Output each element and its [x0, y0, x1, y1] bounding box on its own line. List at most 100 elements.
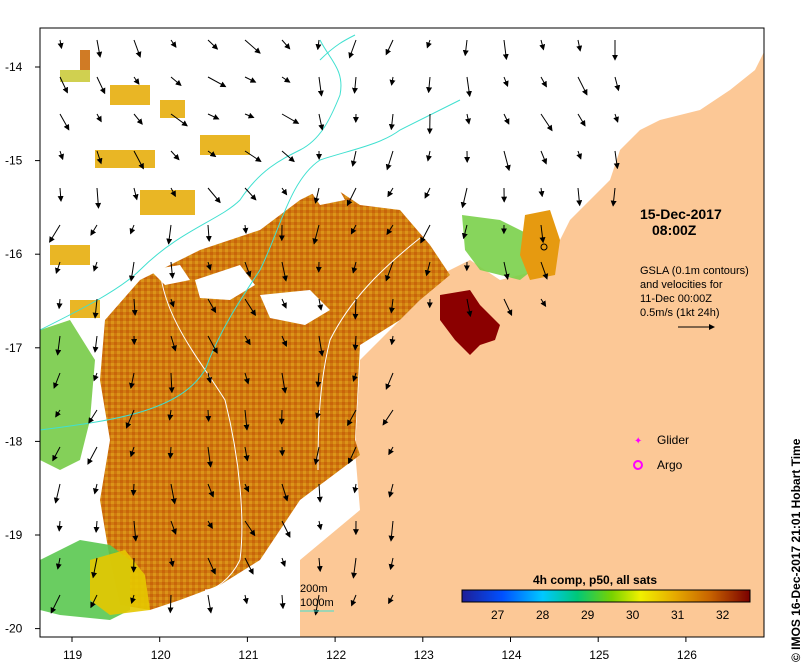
- info-line-1: and velocities for: [640, 279, 723, 291]
- velocity-arrow: [170, 76, 182, 87]
- bathymetry-contours: [40, 34, 461, 431]
- land-mass: [300, 52, 764, 637]
- timestamp-date: 15-Dec-2017: [640, 206, 722, 222]
- velocity-arrow: [388, 520, 395, 542]
- contour-1000-label: 1000m: [300, 597, 334, 609]
- velocity-arrow: [167, 594, 174, 614]
- velocity-arrow: [465, 113, 471, 125]
- velocity-arrow: [539, 39, 546, 51]
- velocity-arrow: [388, 557, 395, 571]
- velocity-arrow: [206, 261, 212, 271]
- velocity-arrow: [96, 39, 103, 58]
- velocity-arrow: [350, 224, 357, 235]
- velocity-arrow: [170, 520, 177, 535]
- colorbar-title: 4h comp, p50, all sats: [533, 573, 657, 587]
- velocity-arrow: [55, 261, 61, 275]
- velocity-arrow: [347, 409, 357, 427]
- lon-tick-label: 121: [238, 648, 258, 662]
- velocity-arrow: [59, 76, 68, 94]
- velocity-arrow: [168, 372, 175, 394]
- info-line-0: GSLA (0.1m contours): [640, 265, 749, 277]
- velocity-arrow: [388, 446, 394, 456]
- velocity-arrow: [281, 187, 288, 196]
- velocity-arrow: [613, 113, 619, 123]
- velocity-arrow: [167, 409, 174, 421]
- plot-frame: [39, 27, 765, 638]
- velocity-arrow: [207, 483, 215, 498]
- lat-tick-label: -20: [5, 622, 23, 636]
- velocity-arrow: [316, 483, 323, 503]
- velocity-arrow: [88, 409, 98, 424]
- velocity-arrow: [170, 483, 177, 505]
- velocity-arrow: [420, 224, 431, 244]
- velocity-arrow: [207, 39, 219, 50]
- velocity-arrow: [244, 39, 261, 54]
- velocity-arrow: [539, 224, 546, 244]
- velocity-arrow: [244, 520, 256, 537]
- velocity-arrow: [315, 409, 321, 419]
- lon-tick-label: 126: [677, 648, 697, 662]
- velocity-arrow: [576, 39, 583, 52]
- velocity-arrow: [52, 446, 61, 462]
- velocity-arrow: [59, 113, 70, 131]
- velocity-arrow: [95, 187, 102, 209]
- velocity-arrow: [279, 594, 286, 610]
- velocity-arrow: [385, 372, 394, 390]
- velocity-arrow: [281, 335, 288, 348]
- velocity-arrow: [281, 520, 291, 538]
- velocity-arrow: [351, 76, 358, 94]
- velocity-arrow: [461, 224, 468, 240]
- lat-tick-label: -19: [5, 528, 23, 542]
- velocity-arrow: [56, 298, 63, 310]
- velocity-arrow: [207, 520, 213, 529]
- velocity-arrow: [352, 298, 359, 320]
- velocity-arrow: [281, 39, 291, 50]
- velocity-arrow: [316, 557, 323, 573]
- velocity-arrow: [243, 483, 250, 493]
- velocity-arrow: [466, 298, 473, 318]
- velocity-arrow: [96, 113, 102, 123]
- velocity-arrow: [312, 224, 320, 245]
- velocity-arrow: [540, 261, 549, 280]
- sst-hot-bay: [440, 290, 500, 355]
- velocity-arrow: [57, 39, 64, 50]
- velocity-arrow: [576, 150, 582, 160]
- velocity-arrow: [382, 409, 394, 426]
- velocity-arrow: [318, 335, 325, 357]
- velocity-arrow: [168, 557, 175, 568]
- velocity-arrow: [133, 113, 143, 125]
- velocity-arrow: [91, 557, 98, 579]
- velocity-arrow: [133, 39, 142, 58]
- velocity-arrow: [613, 150, 620, 170]
- velocity-arrow: [207, 557, 216, 575]
- velocity-arrow: [315, 39, 322, 51]
- velocity-arrow: [540, 76, 547, 88]
- velocity-arrow: [130, 483, 137, 496]
- argo-label: Argo: [657, 458, 683, 472]
- velocity-arrow: [351, 261, 358, 274]
- velocity-arrow: [206, 372, 213, 384]
- velocity-arrow: [55, 409, 61, 418]
- lat-tick-label: -17: [5, 341, 23, 355]
- colorbar-ticks: 27 28 29 30 31 32: [491, 608, 730, 622]
- velocity-arrow: [351, 557, 358, 579]
- velocity-arrow: [206, 446, 213, 468]
- velocity-arrow: [90, 594, 98, 609]
- velocity-arrow: [207, 113, 220, 120]
- velocity-arrow: [350, 150, 357, 167]
- latitude-axis: -14 -15 -16 -17 -18 -19 -20: [5, 60, 40, 636]
- velocity-arrow: [313, 446, 320, 465]
- velocity-arrow: [350, 594, 357, 607]
- velocity-arrow: [87, 446, 98, 465]
- colorbar-tick-label: 31: [671, 608, 685, 622]
- velocity-arrow: [96, 76, 106, 95]
- velocity-arrow: [57, 187, 64, 202]
- velocity-arrow: [385, 261, 394, 282]
- velocity-arrow: [424, 261, 431, 277]
- velocity-arrow: [614, 76, 621, 92]
- velocity-arrow: [170, 150, 180, 161]
- gsla-contours: [159, 237, 421, 591]
- velocity-arrow: [426, 76, 433, 94]
- velocity-arrow: [388, 298, 395, 314]
- velocity-arrow: [318, 113, 325, 131]
